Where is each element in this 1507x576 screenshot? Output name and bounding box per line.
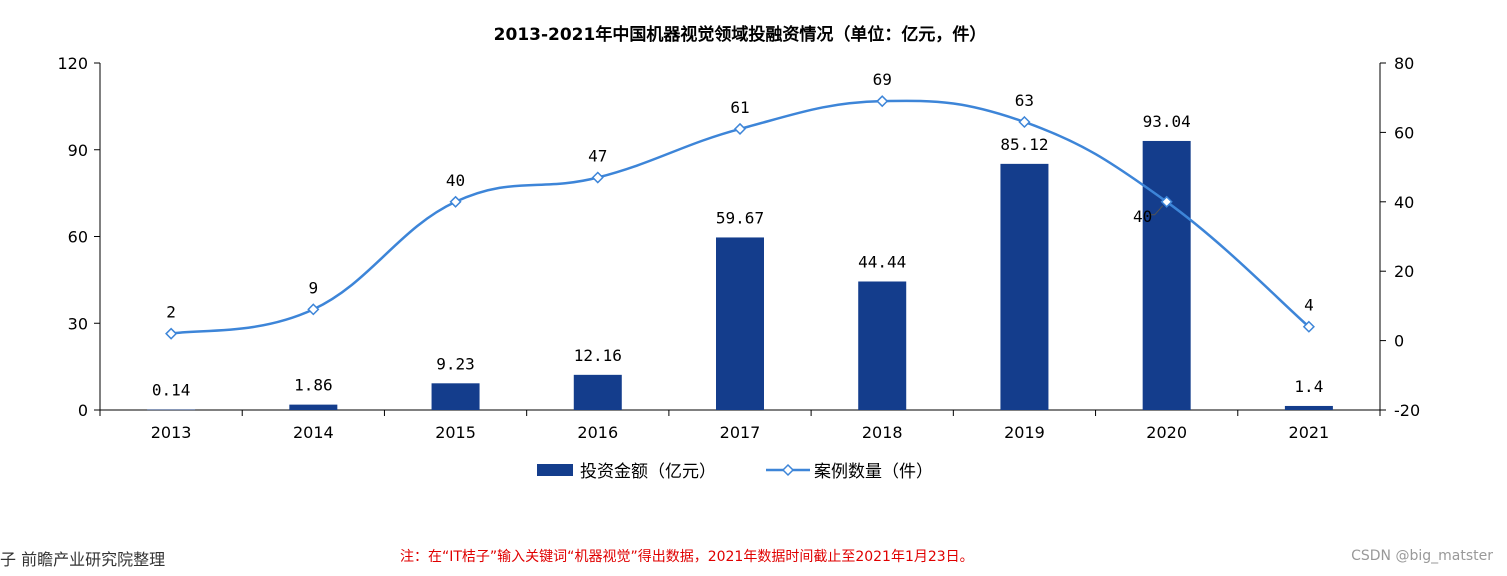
line-point [449,195,462,208]
bar [716,237,764,410]
label-leader-line [1148,205,1164,216]
bar-data-label: 1.86 [294,376,333,395]
y-right-tick-label: 0 [1394,332,1404,351]
y-left-tick-label: 120 [57,54,88,73]
bar [289,404,338,410]
bar [1000,163,1049,410]
line-point [1018,115,1031,129]
line-data-label: 2 [166,303,176,322]
line-point [591,171,604,184]
line-point [1302,320,1315,333]
legend-bar-swatch [537,464,573,476]
line-point [733,122,747,135]
line-series [165,95,1315,340]
line-data-label: 63 [1015,91,1034,110]
legend: 投资金额（亿元） 案例数量（件） [537,462,933,482]
bar [858,281,907,410]
x-tick-label: 2013 [151,423,192,442]
line-point [876,95,889,108]
x-tick-label: 2015 [435,423,476,442]
legend-line-label: 案例数量（件） [814,462,933,482]
bar-data-label: 0.14 [152,381,191,400]
y-left-tick-label: 30 [68,314,88,333]
chart-title: 2013-2021年中国机器视觉领域投融资情况（单位：亿元，件） [494,24,987,45]
line-data-label: 69 [873,70,892,89]
y-left-tick-label: 60 [68,228,88,247]
y-right-tick-label: -20 [1394,401,1420,420]
bar-data-label: 9.23 [436,354,475,373]
line-data-label: 47 [588,147,607,166]
source-text: 子 前瞻产业研究院整理 [0,550,166,569]
line-data-label: 4 [1304,296,1314,315]
y-right-tick-label: 20 [1394,262,1414,281]
bar-data-label: 1.4 [1294,377,1323,396]
line-data-label: 40 [446,171,465,190]
x-tick-label: 2016 [577,423,618,442]
bar [1142,140,1191,410]
note-text: 注：在“IT桔子”输入关键词“机器视觉”得出数据，2021年数据时间截止至202… [400,549,974,565]
bar [431,383,480,410]
x-tick-label: 2018 [862,423,903,442]
bar-data-label: 12.16 [574,346,622,365]
line-data-label: 9 [309,278,319,297]
x-tick-label: 2017 [720,423,761,442]
y-right-tick-label: 80 [1394,54,1414,73]
y-left-tick-label: 0 [78,401,88,420]
x-tick-label: 2019 [1004,423,1045,442]
line-point [165,327,178,340]
bar-series [147,140,1333,411]
legend-line-marker [781,463,795,477]
x-tick-label: 2014 [293,423,334,442]
y-left-tick-label: 90 [68,141,88,160]
bar-data-label: 85.12 [1000,135,1048,154]
line-point [307,303,320,316]
credit-text: CSDN @big_matster [1351,548,1493,564]
data-labels: 0.14 1.86 9.23 12.16 59.67 44.44 85.12 93.04 1.4… [152,70,1323,399]
legend-bar-label: 投资金额（亿元） [580,462,716,482]
bar-data-label: 93.04 [1143,112,1191,131]
bar-data-label: 59.67 [716,208,764,227]
x-tick-label: 2020 [1146,423,1187,442]
bar [573,374,622,410]
y-right-tick-label: 40 [1394,193,1414,212]
bar-data-label: 44.44 [858,252,906,271]
x-tick-label: 2021 [1289,423,1330,442]
y-right-tick-label: 60 [1394,123,1414,142]
bar [147,409,196,411]
line-data-label: 61 [730,98,749,117]
bar [1284,405,1333,410]
line-data-label: 40 [1133,207,1152,226]
line-point [1160,195,1173,208]
